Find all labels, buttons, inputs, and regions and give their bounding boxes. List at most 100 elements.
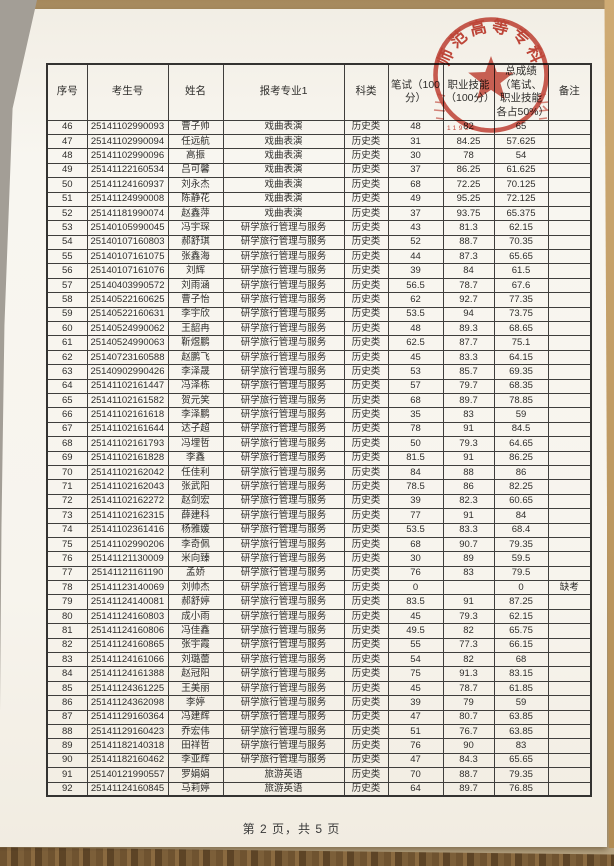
cell-category: 历史类 bbox=[343, 277, 389, 294]
cell-candidate-no: 25141102990093 bbox=[86, 119, 169, 135]
cell-skill-score: 81.3 bbox=[442, 220, 495, 236]
cell-name: 李奇佩 bbox=[167, 536, 224, 553]
cell-total-score: 65.75 bbox=[493, 623, 549, 639]
cell-total-score: 62.15 bbox=[493, 608, 549, 625]
cell-seq: 64 bbox=[46, 378, 88, 394]
cell-candidate-no: 25141124160845 bbox=[86, 781, 169, 797]
cell-name: 王韶冉 bbox=[167, 321, 224, 337]
cell-major: 研学旅行管理与服务 bbox=[222, 220, 345, 236]
cell-total-score: 68 bbox=[493, 652, 549, 668]
cell-note bbox=[547, 652, 592, 668]
cell-major: 研学旅行管理与服务 bbox=[222, 738, 345, 754]
cell-total-score: 68.35 bbox=[493, 378, 549, 394]
cell-written-score: 49.5 bbox=[387, 623, 444, 639]
cell-seq: 60 bbox=[46, 321, 88, 337]
cell-major: 研学旅行管理与服务 bbox=[222, 321, 345, 337]
cell-skill-score: 88.7 bbox=[442, 767, 495, 783]
cell-category: 历史类 bbox=[343, 767, 389, 783]
cell-seq: 76 bbox=[46, 551, 88, 567]
cell-seq: 80 bbox=[46, 608, 88, 625]
cell-name: 刘辉 bbox=[167, 263, 224, 279]
cell-seq: 50 bbox=[46, 177, 88, 193]
cell-major: 研学旅行管理与服务 bbox=[222, 695, 345, 711]
cell-candidate-no: 25141102161644 bbox=[86, 421, 169, 438]
cell-category: 历史类 bbox=[343, 464, 389, 481]
cell-written-score: 53 bbox=[387, 364, 444, 380]
cell-note bbox=[547, 249, 592, 265]
cell-major: 研学旅行管理与服务 bbox=[222, 709, 345, 725]
cell-note bbox=[547, 392, 592, 409]
cell-skill-score: 94 bbox=[442, 306, 495, 323]
table-row: 85 25141124361225 王美丽 研学旅行管理与服务 历史类 45 78.7 61.… bbox=[46, 680, 592, 697]
cell-name: 李宇欣 bbox=[167, 306, 224, 323]
cell-note bbox=[547, 321, 592, 337]
cell-name: 高振 bbox=[167, 148, 224, 164]
cell-total-score: 69.35 bbox=[493, 364, 549, 380]
table-row: 47 25141102990094 任远航 戏曲表演 历史类 31 84.25 57.625 bbox=[46, 133, 592, 150]
cell-seq: 69 bbox=[46, 450, 88, 466]
cell-written-score: 56.5 bbox=[387, 277, 444, 294]
cell-name: 赵鹏飞 bbox=[167, 349, 224, 366]
cell-note bbox=[547, 119, 592, 135]
cell-skill-score: 84.3 bbox=[442, 752, 495, 769]
cell-total-score: 59 bbox=[493, 695, 549, 711]
cell-total-score: 72.125 bbox=[493, 191, 549, 207]
cell-candidate-no: 25141102161618 bbox=[86, 407, 169, 423]
cell-name: 冯建辉 bbox=[167, 709, 224, 725]
cell-category: 历史类 bbox=[343, 666, 389, 682]
cell-total-score: 73.75 bbox=[493, 306, 549, 323]
cell-written-score: 76 bbox=[387, 565, 444, 582]
cell-skill-score: 83 bbox=[442, 565, 495, 582]
cell-seq: 72 bbox=[46, 493, 88, 510]
cell-candidate-no: 25140121990557 bbox=[86, 767, 169, 783]
cell-seq: 71 bbox=[46, 479, 88, 495]
cell-category: 历史类 bbox=[343, 565, 389, 582]
cell-written-score: 81.5 bbox=[387, 450, 444, 466]
table-row: 79 25141124140081 郝舒婷 研学旅行管理与服务 历史类 83.5 91 87.… bbox=[46, 594, 592, 610]
cell-skill-score: 91.3 bbox=[442, 666, 495, 682]
cell-skill-score: 89 bbox=[442, 551, 495, 567]
cell-major: 研学旅行管理与服务 bbox=[222, 652, 345, 668]
cell-category: 历史类 bbox=[343, 321, 389, 337]
cell-category: 历史类 bbox=[343, 263, 389, 279]
cell-seq: 74 bbox=[46, 522, 88, 538]
cell-note bbox=[547, 177, 592, 193]
cell-candidate-no: 25141124160865 bbox=[86, 637, 169, 654]
cell-total-score: 67.6 bbox=[493, 277, 549, 294]
cell-note bbox=[547, 623, 592, 639]
cell-skill-score: 88 bbox=[442, 464, 495, 481]
cell-total-score: 61.5 bbox=[493, 263, 549, 279]
page-footer: 第 2 页，共 5 页 bbox=[242, 822, 341, 836]
cell-category: 历史类 bbox=[343, 695, 389, 711]
cell-name: 张武阳 bbox=[167, 479, 224, 495]
cell-note bbox=[547, 162, 592, 179]
cell-note bbox=[547, 479, 592, 495]
cell-seq: 56 bbox=[46, 263, 88, 279]
cell-note bbox=[547, 522, 592, 538]
cell-total-score: 0 bbox=[493, 580, 549, 596]
cell-candidate-no: 25141102161582 bbox=[86, 392, 169, 409]
cell-category: 历史类 bbox=[343, 378, 389, 394]
cell-skill-score: 85.7 bbox=[442, 364, 495, 380]
cell-total-score: 79.35 bbox=[493, 767, 549, 783]
cell-note bbox=[547, 464, 592, 481]
cell-skill-score: 91 bbox=[442, 450, 495, 466]
cell-total-score: 65.375 bbox=[493, 205, 549, 222]
cell-total-score: 64.15 bbox=[493, 349, 549, 366]
cell-category: 历史类 bbox=[343, 493, 389, 510]
cell-name: 刘帅杰 bbox=[167, 580, 224, 596]
cell-candidate-no: 25141102990094 bbox=[86, 133, 169, 150]
cell-candidate-no: 25141102162042 bbox=[86, 464, 169, 481]
cell-category: 历史类 bbox=[343, 652, 389, 668]
cell-candidate-no: 25141129160364 bbox=[86, 709, 169, 725]
cell-major: 研学旅行管理与服务 bbox=[222, 580, 345, 596]
cell-candidate-no: 25140105990045 bbox=[86, 220, 169, 236]
cell-skill-score: 91 bbox=[442, 421, 495, 438]
cell-skill-score: 84.25 bbox=[442, 133, 495, 150]
cell-name: 任佳利 bbox=[167, 464, 224, 481]
cell-total-score: 68.4 bbox=[493, 522, 549, 538]
cell-candidate-no: 25141102161793 bbox=[86, 436, 169, 452]
cell-total-score: 65 bbox=[493, 119, 549, 135]
cell-name: 赵剑宏 bbox=[167, 493, 224, 510]
